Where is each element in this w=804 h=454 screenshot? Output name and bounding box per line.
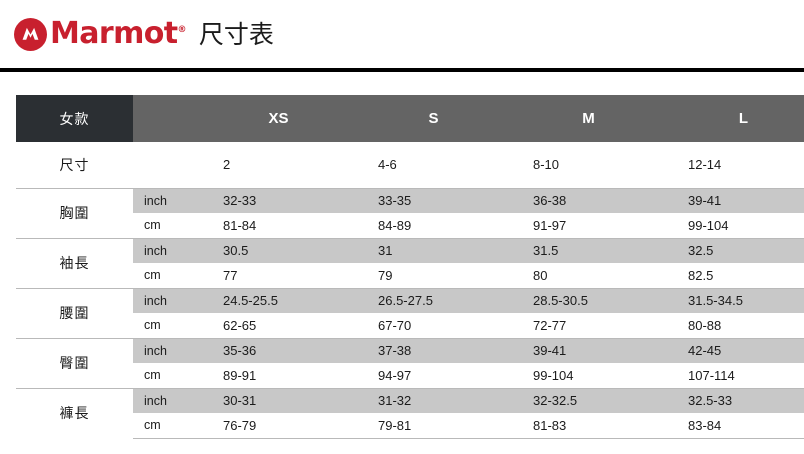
row-label-size: 尺寸 [16, 142, 133, 189]
unit-label-inch: inch [133, 187, 201, 213]
page-title: 尺寸表 [198, 19, 274, 49]
brand-wordmark: Marmot® [50, 16, 187, 51]
cell-chest-inch-m: 36-38 [511, 187, 666, 213]
unit-label-inch: inch [133, 237, 201, 263]
unit-label-cm: cm [133, 363, 201, 388]
cell-waist-cm-l: 80-88 [666, 313, 804, 338]
table-row-hip-inch: 臀圍 inch 35-36 37-38 39-41 42-45 [16, 337, 804, 388]
size-chart-table: 女款 XS S M L 尺寸 2 4-6 8-10 12-14 胸圍 inch … [16, 95, 804, 439]
cell-hip-cm-s: 94-97 [356, 363, 511, 388]
marmot-logo-icon [14, 17, 47, 51]
cell-size-xs: 2 [201, 142, 356, 189]
table-row-hip-cm: cm 89-91 94-97 99-104 107-114 [16, 363, 804, 388]
cell-inseam-cm-m: 81-83 [511, 413, 666, 439]
cell-waist-cm-xs: 62-65 [201, 313, 356, 338]
table-row-chest-inch: 胸圍 inch 32-33 33-35 36-38 39-41 [16, 187, 804, 238]
cell-waist-inch-xs: 24.5-25.5 [201, 287, 356, 313]
header-size-l: L [666, 95, 804, 142]
cell-chest-inch-l: 39-41 [666, 187, 804, 213]
cell-waist-cm-s: 67-70 [356, 313, 511, 338]
cell-size-s: 4-6 [356, 142, 511, 189]
brand-header: Marmot® 尺寸表 [0, 0, 804, 68]
header-size-s: S [356, 95, 511, 142]
unit-label-cm: cm [133, 263, 201, 288]
cell-chest-cm-l: 99-104 [666, 213, 804, 238]
header-divider [0, 68, 804, 72]
unit-label-inch: inch [133, 387, 201, 413]
cell-sleeve-cm-l: 82.5 [666, 263, 804, 288]
cell-hip-cm-l: 107-114 [666, 363, 804, 388]
cell-sleeve-inch-s: 31 [356, 237, 511, 263]
unit-label-inch: inch [133, 337, 201, 363]
cell-inseam-cm-s: 79-81 [356, 413, 511, 439]
table-row-inseam-cm: cm 76-79 79-81 81-83 83-84 [16, 413, 804, 439]
cell-hip-inch-xs: 35-36 [201, 337, 356, 363]
cell-hip-inch-s: 37-38 [356, 337, 511, 363]
row-label-hip: 臀圍 [16, 337, 133, 388]
cell-size-l: 12-14 [666, 142, 804, 189]
cell-waist-inch-m: 28.5-30.5 [511, 287, 666, 313]
cell-hip-cm-xs: 89-91 [201, 363, 356, 388]
row-label-inseam: 褲長 [16, 387, 133, 438]
cell-waist-inch-l: 31.5-34.5 [666, 287, 804, 313]
cell-sleeve-cm-s: 79 [356, 263, 511, 288]
cell-chest-cm-m: 91-97 [511, 213, 666, 238]
header-size-xs: XS [201, 95, 356, 142]
row-label-sleeve: 袖長 [16, 237, 133, 288]
cell-inseam-inch-xs: 30-31 [201, 387, 356, 413]
unit-label-inch: inch [133, 287, 201, 313]
header-unit-spacer [133, 95, 201, 142]
cell-inseam-inch-m: 32-32.5 [511, 387, 666, 413]
cell-sleeve-cm-m: 80 [511, 263, 666, 288]
row-label-waist: 腰圍 [16, 287, 133, 338]
cell-sleeve-cm-xs: 77 [201, 263, 356, 288]
table-row-inseam-inch: 褲長 inch 30-31 31-32 32-32.5 32.5-33 [16, 387, 804, 438]
cell-hip-inch-m: 39-41 [511, 337, 666, 363]
cell-inseam-inch-l: 32.5-33 [666, 387, 804, 413]
cell-hip-inch-l: 42-45 [666, 337, 804, 363]
unit-label-cm: cm [133, 213, 201, 238]
cell-inseam-cm-xs: 76-79 [201, 413, 356, 439]
table-row-chest-cm: cm 81-84 84-89 91-97 99-104 [16, 213, 804, 238]
cell-waist-inch-s: 26.5-27.5 [356, 287, 511, 313]
table-row-numeric-size: 尺寸 2 4-6 8-10 12-14 [16, 142, 804, 189]
unit-label-cm: cm [133, 413, 201, 439]
table-row-sleeve-cm: cm 77 79 80 82.5 [16, 263, 804, 288]
cell-sleeve-inch-m: 31.5 [511, 237, 666, 263]
cell-sleeve-inch-l: 32.5 [666, 237, 804, 263]
table-row-waist-inch: 腰圍 inch 24.5-25.5 26.5-27.5 28.5-30.5 31… [16, 287, 804, 338]
cell-waist-cm-m: 72-77 [511, 313, 666, 338]
unit-label-cm: cm [133, 313, 201, 338]
header-size-m: M [511, 95, 666, 142]
cell-inseam-inch-s: 31-32 [356, 387, 511, 413]
brand-wordmark-text: Marmot [50, 16, 178, 51]
table-header-row: 女款 XS S M L [16, 95, 804, 142]
table-row-sleeve-inch: 袖長 inch 30.5 31 31.5 32.5 [16, 237, 804, 288]
cell-sleeve-inch-xs: 30.5 [201, 237, 356, 263]
registered-mark: ® [177, 25, 187, 35]
cell-inseam-cm-l: 83-84 [666, 413, 804, 439]
header-corner-label: 女款 [16, 95, 133, 142]
table-row-waist-cm: cm 62-65 67-70 72-77 80-88 [16, 313, 804, 338]
cell-chest-cm-xs: 81-84 [201, 213, 356, 238]
cell-hip-cm-m: 99-104 [511, 363, 666, 388]
row-unit-blank-size [133, 142, 201, 189]
cell-chest-inch-s: 33-35 [356, 187, 511, 213]
row-label-chest: 胸圍 [16, 187, 133, 238]
cell-size-m: 8-10 [511, 142, 666, 189]
cell-chest-cm-s: 84-89 [356, 213, 511, 238]
cell-chest-inch-xs: 32-33 [201, 187, 356, 213]
